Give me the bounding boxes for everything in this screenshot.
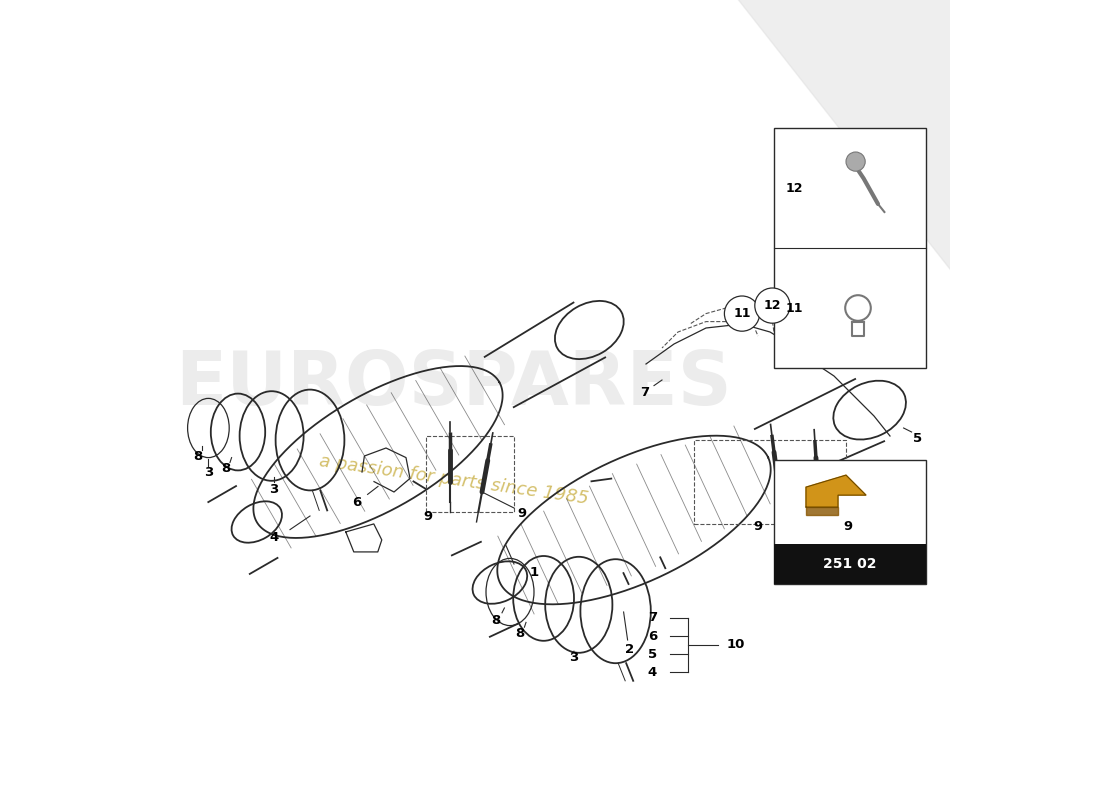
Text: 3: 3 — [270, 483, 278, 496]
Text: 5: 5 — [913, 432, 923, 445]
Text: 9: 9 — [517, 507, 527, 520]
Text: 11: 11 — [734, 307, 750, 320]
Circle shape — [755, 288, 790, 323]
Text: a passion for parts since 1985: a passion for parts since 1985 — [318, 452, 590, 508]
Text: 7: 7 — [640, 386, 649, 398]
Text: 6: 6 — [352, 496, 361, 509]
Circle shape — [846, 152, 866, 171]
Polygon shape — [806, 507, 838, 515]
Circle shape — [725, 296, 760, 331]
Text: 10: 10 — [726, 638, 745, 651]
Text: 3: 3 — [204, 466, 213, 478]
Polygon shape — [726, 0, 990, 320]
Text: 8: 8 — [194, 450, 202, 462]
Text: 8: 8 — [491, 614, 501, 626]
Text: EUROSPARES: EUROSPARES — [176, 347, 733, 421]
Text: 12: 12 — [785, 182, 803, 194]
Text: 4: 4 — [270, 531, 278, 544]
Text: 8: 8 — [515, 627, 525, 640]
Text: 11: 11 — [785, 302, 803, 314]
Text: 1: 1 — [529, 566, 539, 578]
Text: 9: 9 — [754, 520, 762, 533]
Text: 7: 7 — [648, 611, 657, 624]
FancyBboxPatch shape — [774, 544, 926, 584]
Text: 4: 4 — [648, 666, 657, 678]
Text: 12: 12 — [763, 299, 781, 312]
FancyBboxPatch shape — [774, 128, 926, 368]
Text: 2: 2 — [626, 643, 635, 656]
Text: 251 02: 251 02 — [823, 557, 877, 571]
Text: 5: 5 — [648, 648, 657, 661]
Text: 9: 9 — [843, 520, 852, 533]
Text: 9: 9 — [424, 510, 433, 522]
Text: 8: 8 — [221, 462, 231, 474]
Text: 3: 3 — [570, 651, 579, 664]
Polygon shape — [806, 475, 866, 507]
FancyBboxPatch shape — [774, 460, 926, 584]
Text: 6: 6 — [648, 630, 657, 642]
